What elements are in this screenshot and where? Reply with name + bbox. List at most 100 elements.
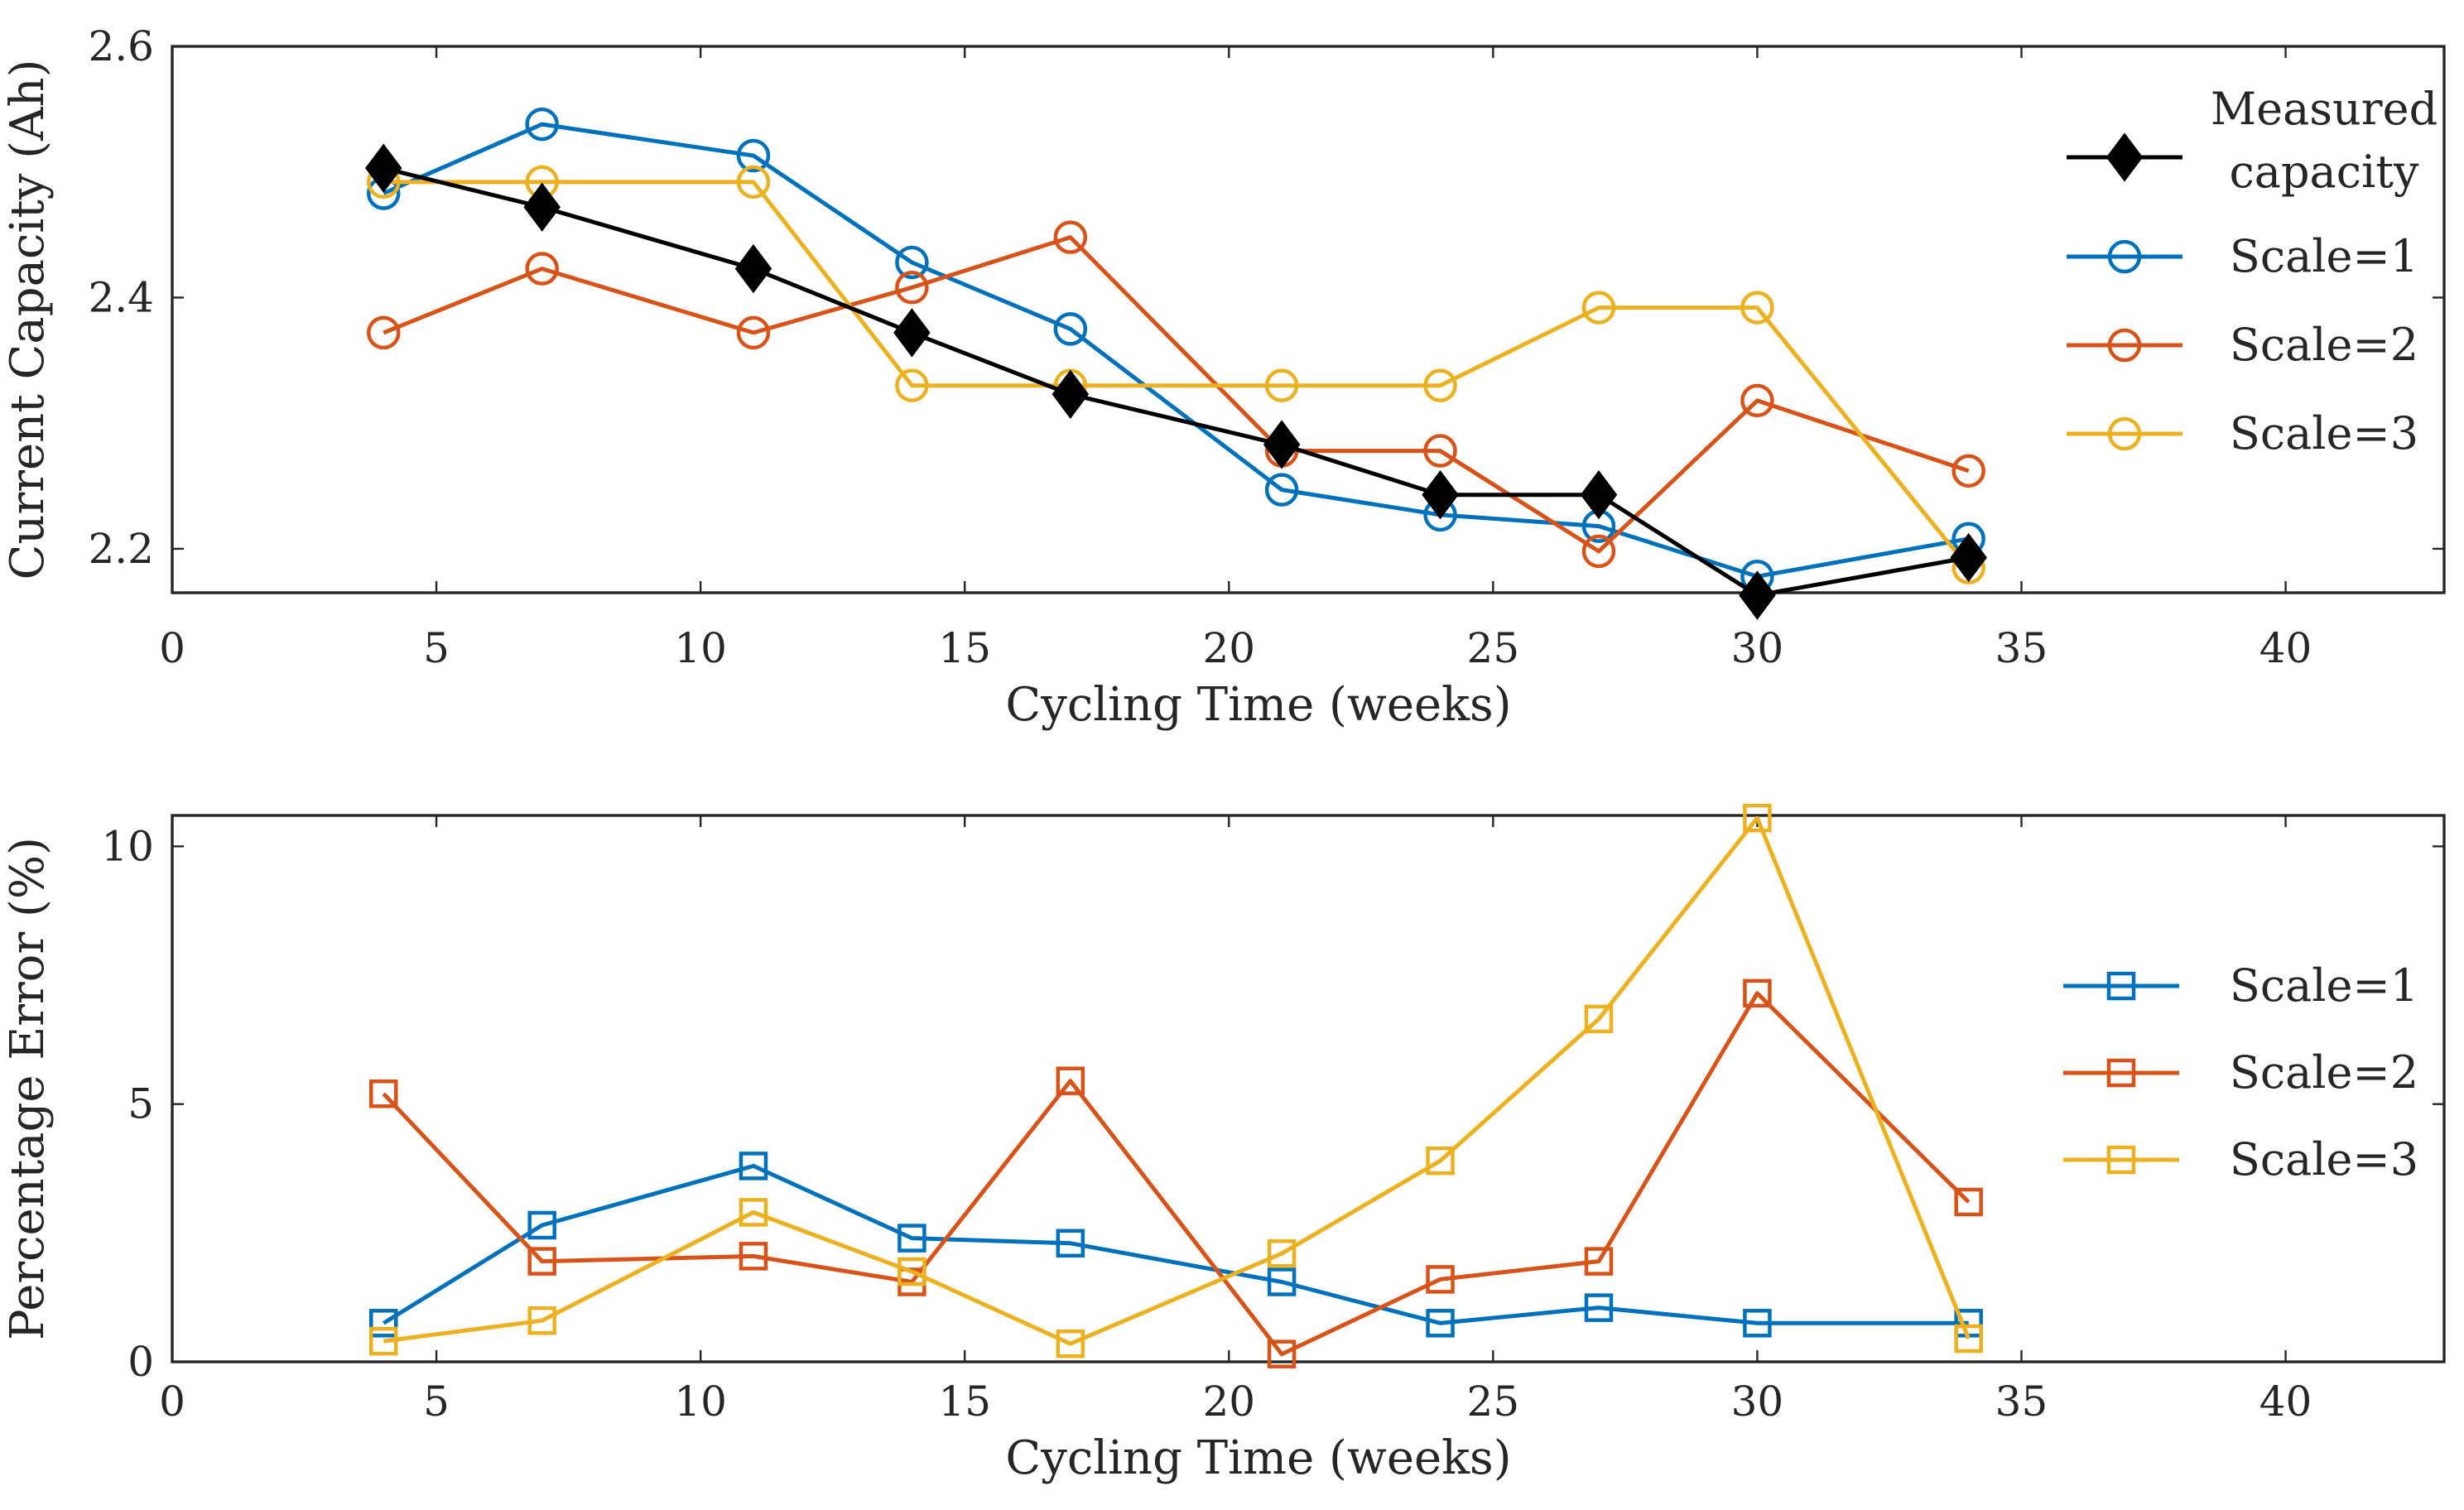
- error-point-scale-3-17: [1056, 1329, 1085, 1359]
- capacity-point-scale-1-17: [1053, 312, 1088, 346]
- error-point-scale-1-14: [898, 1224, 926, 1253]
- error-panel: 0 5 10 15 20 25 30 35 40 0 5 10 Cycling Time (weeks)…: [1, 803, 2446, 1485]
- capacity-point-scale-2-17: [1053, 220, 1088, 254]
- capacity-point-scale-1-7: [525, 107, 559, 142]
- error-point-scale-2-4: [369, 1079, 398, 1108]
- error-point-scale-3-21: [1267, 1238, 1297, 1268]
- capacity-series-scale-1: [367, 107, 1985, 594]
- error-point-scale-3-4: [369, 1326, 398, 1356]
- capacity-point-scale-2-30: [1740, 383, 1774, 418]
- error-point-scale-1-11: [739, 1152, 768, 1181]
- capacity-point-measured-27: [1580, 469, 1618, 520]
- error-series-scale-3: [369, 803, 1983, 1359]
- error-line-scale-2: [382, 991, 1971, 1357]
- error-y-tick-label: 0: [128, 1338, 154, 1386]
- error-point-scale-2-24: [1426, 1265, 1455, 1294]
- capacity-axes-frame: [171, 45, 2446, 594]
- capacity-legend-label-scale-3: Scale=3: [2230, 407, 2418, 459]
- error-point-scale-2-7: [527, 1247, 556, 1276]
- capacity-legend-label-measured: Measured: [2211, 83, 2438, 135]
- capacity-x-tick-label: 15: [938, 624, 991, 672]
- error-x-tick-label: 20: [1202, 1378, 1255, 1426]
- error-point-scale-2-27: [1584, 1247, 1614, 1276]
- error-legend-marker-scale-3: [2106, 1145, 2136, 1175]
- error-point-scale-3-14: [898, 1257, 926, 1286]
- error-x-tick-label: 15: [938, 1378, 991, 1426]
- error-point-scale-2-34: [1954, 1187, 1983, 1217]
- error-point-scale-2-11: [739, 1242, 768, 1271]
- capacity-legend-label-measured-line2: capacity: [2230, 146, 2419, 198]
- capacity-y-axis-label: Current Capacity (Ah): [1, 60, 55, 580]
- capacity-point-scale-3-24: [1423, 368, 1457, 402]
- error-x-tick-label: 25: [1467, 1378, 1520, 1426]
- capacity-x-tick-label: 20: [1202, 624, 1255, 672]
- capacity-line-measured: [383, 166, 1970, 598]
- capacity-point-scale-3-14: [895, 368, 929, 402]
- error-x-tick-label: 0: [159, 1378, 185, 1426]
- capacity-panel: 0 5 10 15 20 25 30 35 40 2.2 2.4 2.6 Cycling Time (w…: [1, 22, 2446, 732]
- error-x-tick-label: 30: [1731, 1378, 1784, 1426]
- capacity-point-measured-24: [1422, 469, 1459, 520]
- capacity-series-scale-2: [367, 220, 1985, 569]
- error-point-scale-1-24: [1426, 1309, 1455, 1338]
- error-legend-marker-scale-2: [2106, 1058, 2136, 1088]
- capacity-point-scale-2-14: [895, 271, 929, 305]
- capacity-x-tick-label: 30: [1731, 624, 1784, 672]
- error-point-scale-1-27: [1584, 1293, 1614, 1322]
- error-point-scale-1-21: [1267, 1267, 1297, 1296]
- error-legend-label-scale-2: Scale=2: [2230, 1046, 2418, 1099]
- capacity-point-measured-30: [1739, 570, 1776, 620]
- error-legend-label-scale-3: Scale=3: [2230, 1133, 2418, 1185]
- error-y-axis-label: Percentage Error (%): [1, 837, 55, 1340]
- error-point-scale-3-34: [1954, 1324, 1983, 1354]
- error-point-scale-1-4: [369, 1309, 398, 1338]
- capacity-legend-label-scale-2: Scale=2: [2230, 319, 2418, 371]
- error-point-scale-1-17: [1056, 1229, 1085, 1258]
- capacity-point-scale-2-34: [1951, 454, 1985, 488]
- capacity-point-scale-3-21: [1264, 368, 1299, 402]
- capacity-point-scale-1-11: [736, 138, 771, 173]
- capacity-point-scale-2-7: [525, 252, 559, 286]
- capacity-x-tick-label: 10: [674, 624, 727, 672]
- capacity-point-scale-3-27: [1581, 291, 1616, 325]
- capacity-point-scale-2-11: [736, 315, 771, 350]
- error-legend-marker-scale-1: [2106, 971, 2136, 1001]
- error-point-scale-2-30: [1743, 979, 1772, 1008]
- capacity-point-measured-11: [734, 243, 772, 294]
- error-point-scale-1-30: [1743, 1309, 1772, 1338]
- capacity-x-axis-label: Cycling Time (weeks): [1005, 678, 1511, 732]
- capacity-point-scale-2-24: [1423, 434, 1457, 468]
- capacity-line-scale-3: [383, 180, 1971, 570]
- capacity-line-scale-1: [383, 122, 1970, 579]
- capacity-point-scale-1-21: [1264, 473, 1299, 507]
- capacity-point-scale-3-30: [1740, 291, 1774, 325]
- capacity-x-tick-label: 5: [423, 624, 450, 672]
- error-x-axis-label: Cycling Time (weeks): [1005, 1431, 1511, 1485]
- error-legend-label-scale-1: Scale=1: [2230, 959, 2418, 1012]
- capacity-point-measured-14: [893, 308, 931, 358]
- capacity-point-measured-21: [1263, 420, 1301, 469]
- capacity-point-scale-1-14: [895, 245, 929, 280]
- error-x-tick-label: 35: [1995, 1378, 2048, 1426]
- error-x-tick-label: 40: [2259, 1378, 2312, 1426]
- capacity-legend-marker-scale-2: [2107, 328, 2142, 363]
- capacity-x-tick-label: 0: [159, 624, 185, 672]
- capacity-point-measured-4: [365, 143, 402, 193]
- error-axes-frame: [171, 814, 2446, 1363]
- capacity-legend-marker-scale-1: [2107, 239, 2142, 274]
- capacity-y-tick-label: 2.2: [88, 525, 154, 573]
- error-point-scale-2-21: [1267, 1339, 1297, 1368]
- capacity-line-scale-2: [383, 235, 1970, 554]
- capacity-y-tick-label: 2.4: [88, 273, 154, 321]
- capacity-y-tick-label: 2.6: [88, 22, 154, 70]
- capacity-legend-label-scale-1: Scale=1: [2230, 230, 2418, 282]
- capacity-legend-marker-scale-3: [2107, 416, 2142, 451]
- capacity-point-measured-17: [1052, 369, 1090, 419]
- error-point-scale-3-11: [739, 1198, 768, 1227]
- error-point-scale-2-17: [1056, 1066, 1085, 1095]
- capacity-x-tick-label: 25: [1467, 624, 1520, 672]
- error-line-scale-3: [383, 815, 1971, 1346]
- error-point-scale-1-7: [527, 1210, 556, 1240]
- capacity-point-measured-34: [1950, 532, 1987, 583]
